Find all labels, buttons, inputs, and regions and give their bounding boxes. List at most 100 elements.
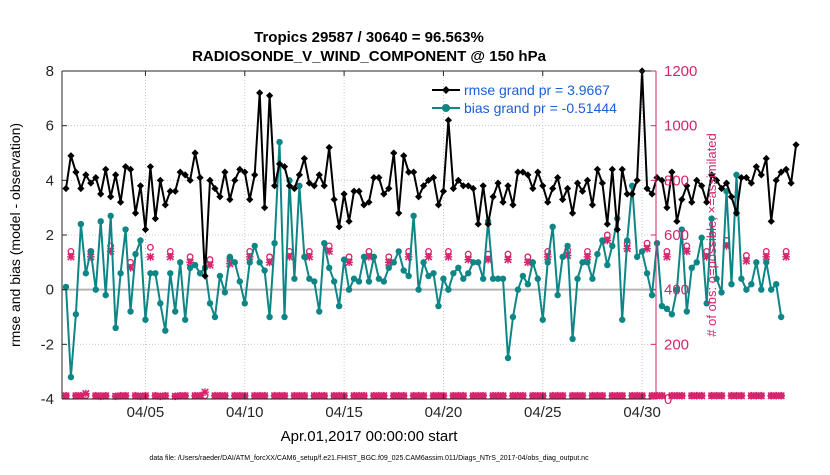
- chart-title-line1: Tropics 29587 / 30640 = 96.563%: [254, 29, 484, 46]
- rmse-point: [544, 198, 552, 206]
- bias-point: [574, 275, 581, 282]
- x-tick-label: 04/10: [226, 404, 264, 421]
- rmse-point: [698, 182, 706, 190]
- rmse-point: [722, 179, 731, 187]
- y-right-tick-label: 0: [664, 391, 672, 408]
- rmse-point: [131, 209, 140, 217]
- bias-point: [281, 313, 288, 321]
- bias-point: [311, 278, 318, 285]
- legend-rmse-marker: [442, 86, 450, 94]
- bias-point: [549, 223, 556, 230]
- rmse-point: [439, 187, 448, 195]
- obs-assimilated-marker: [658, 391, 666, 400]
- bias-point: [345, 286, 353, 293]
- bias-point: [77, 220, 85, 228]
- rmse-point: [414, 193, 423, 201]
- bias-point: [653, 240, 661, 247]
- bias-point: [152, 270, 159, 277]
- bias-point: [186, 264, 194, 271]
- rmse-point: [668, 168, 676, 176]
- rmse-point: [573, 179, 582, 187]
- rmse-point: [469, 184, 477, 193]
- rmse-point: [618, 165, 626, 173]
- rmse-point: [121, 163, 130, 171]
- legend-bias-marker: [442, 104, 450, 112]
- rmse-point: [459, 182, 467, 190]
- rmse-point: [504, 182, 512, 190]
- bias-point: [519, 272, 527, 280]
- bias-point: [534, 275, 541, 282]
- rmse-point: [370, 174, 378, 182]
- bias-point: [623, 237, 631, 244]
- rmse-point: [563, 184, 572, 193]
- x-axis-label: Apr.01,2017 00:00:00 start: [281, 428, 459, 445]
- bias-point: [122, 226, 129, 233]
- rmse-point: [737, 174, 746, 182]
- y-left-tick-label: 2: [46, 227, 54, 244]
- rmse-point: [747, 179, 755, 187]
- rmse-point: [261, 204, 269, 212]
- bias-point: [142, 316, 149, 323]
- rmse-point: [97, 190, 105, 198]
- bias-point: [92, 286, 99, 293]
- bias-point: [663, 305, 671, 312]
- bias-point: [181, 316, 189, 323]
- bias-point: [564, 242, 571, 250]
- rmse-point: [762, 154, 770, 163]
- bias-point: [435, 302, 442, 310]
- bias-point: [256, 259, 263, 266]
- rmse-point: [568, 209, 577, 217]
- bias-point: [688, 264, 695, 271]
- bias-point: [316, 308, 323, 315]
- rmse-point: [270, 182, 279, 190]
- obs-assimilated-marker: [504, 255, 512, 264]
- obs-assimilated-marker: [583, 253, 592, 261]
- rmse-point: [161, 201, 169, 209]
- rmse-series-line: [65, 70, 798, 277]
- obs-assimilated-marker: [697, 391, 706, 400]
- obs-assimilated-marker: [762, 253, 771, 261]
- rmse-point: [295, 171, 304, 179]
- bias-point: [683, 308, 690, 315]
- obs-assimilated-marker: [201, 388, 209, 397]
- rmse-point: [166, 187, 174, 195]
- y-left-tick-label: 8: [46, 63, 54, 80]
- bias-point: [330, 278, 338, 285]
- rmse-point: [92, 174, 100, 182]
- rmse-point: [390, 149, 398, 157]
- rmse-point: [380, 190, 388, 198]
- bias-point: [748, 281, 755, 288]
- bias-point: [385, 264, 392, 271]
- rmse-point: [206, 176, 214, 184]
- rmse-point: [171, 187, 179, 195]
- bias-point: [430, 270, 437, 277]
- grid: [62, 70, 656, 400]
- y-right-tick-label: 600: [664, 227, 689, 244]
- bias-point: [206, 300, 214, 307]
- bias-point: [112, 324, 119, 332]
- rmse-point: [355, 187, 363, 195]
- obs-assimilated-marker: [121, 391, 130, 400]
- rmse-point: [241, 168, 249, 176]
- obs-assimilated-marker: [444, 253, 453, 261]
- bias-point: [698, 234, 705, 241]
- rmse-point: [335, 223, 343, 231]
- bias-point: [658, 302, 666, 310]
- rmse-point: [405, 168, 413, 176]
- bias-point: [261, 267, 268, 274]
- rmse-point: [653, 174, 661, 182]
- footer-data-file: data file: /Users/raeder/DAI/ATM_forcXX/…: [149, 455, 589, 462]
- bias-point: [768, 286, 775, 293]
- rmse-point: [717, 184, 726, 193]
- rmse-point: [340, 190, 348, 198]
- bias-point: [375, 275, 383, 282]
- rmse-point: [767, 217, 775, 225]
- obs-assimilated-marker: [360, 391, 368, 400]
- bias-point: [718, 289, 725, 296]
- bias-point: [127, 308, 134, 315]
- bias-point: [474, 259, 482, 266]
- rmse-point: [117, 198, 125, 206]
- bias-point: [380, 278, 388, 285]
- rmse-point: [236, 165, 244, 173]
- bias-point: [390, 259, 397, 266]
